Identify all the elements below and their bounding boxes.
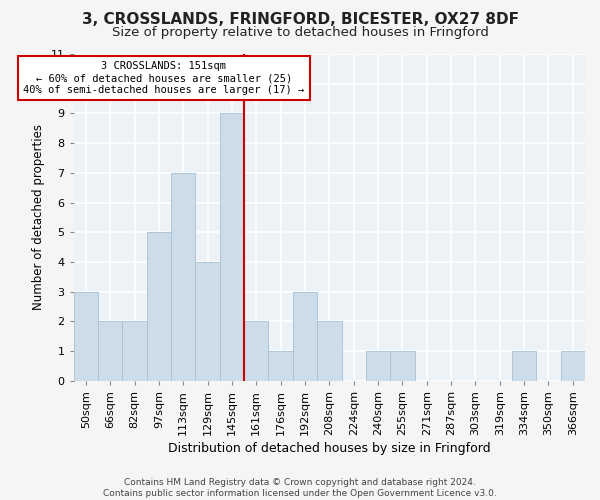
Bar [122,322,147,381]
Bar [317,322,341,381]
Bar [512,351,536,381]
Bar [366,351,390,381]
Bar [171,173,196,381]
Bar [147,232,171,381]
Text: 3, CROSSLANDS, FRINGFORD, BICESTER, OX27 8DF: 3, CROSSLANDS, FRINGFORD, BICESTER, OX27… [82,12,518,28]
Text: Contains HM Land Registry data © Crown copyright and database right 2024.
Contai: Contains HM Land Registry data © Crown c… [103,478,497,498]
X-axis label: Distribution of detached houses by size in Fringford: Distribution of detached houses by size … [168,442,491,455]
Bar [196,262,220,381]
Text: Size of property relative to detached houses in Fringford: Size of property relative to detached ho… [112,26,488,39]
Y-axis label: Number of detached properties: Number of detached properties [32,124,45,310]
Text: 3 CROSSLANDS: 151sqm
← 60% of detached houses are smaller (25)
40% of semi-detac: 3 CROSSLANDS: 151sqm ← 60% of detached h… [23,62,304,94]
Bar [98,322,122,381]
Bar [390,351,415,381]
Bar [220,114,244,381]
Bar [244,322,268,381]
Bar [560,351,585,381]
Bar [268,351,293,381]
Bar [293,292,317,381]
Bar [74,292,98,381]
